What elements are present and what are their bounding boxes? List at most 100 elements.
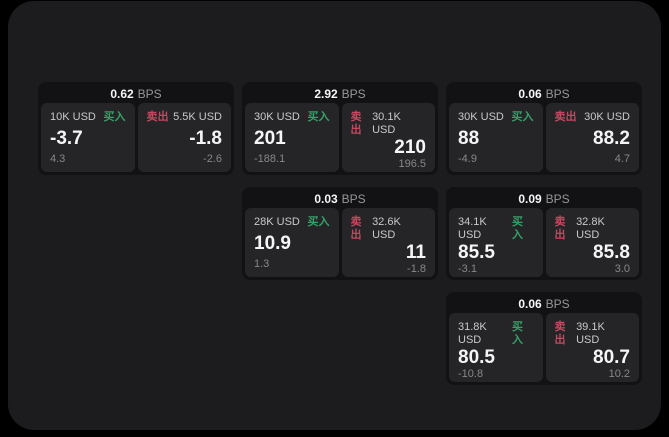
sell-delta: 4.7 [614,153,630,165]
sell-panel-top: 卖出 30.1K USD [351,111,427,137]
buy-side-label: 买入 [307,216,330,228]
quote-card: 0.62 BPS 10K USD 买入 -3.7 4.3 卖出 5.5K USD [38,82,234,175]
buy-amount: 34.1K USD [458,216,487,241]
bps-header: 0.09 BPS [449,190,639,208]
sell-side-label: 卖出 [350,216,362,241]
buy-side-label: 买入 [307,111,330,123]
sell-amount: 39.1K USD [576,321,605,346]
sell-delta: 3.0 [614,263,630,275]
buy-panel-top: 10K USD 买入 [50,111,126,124]
quote-card: 0.03 BPS 28K USD 买入 10.9 1.3 卖出 32.6K US… [242,187,438,280]
sell-amount: 5.5K USD [173,111,222,123]
buy-delta: 1.3 [254,258,270,270]
buy-price: 85.5 [458,242,495,263]
buy-side-label: 买入 [511,111,534,123]
buy-amount: 30K USD [254,111,300,123]
buy-price: -3.7 [50,128,83,149]
sell-panel[interactable]: 卖出 30K USD 88.2 4.7 [545,103,639,172]
sell-price: 85.8 [593,242,630,263]
sell-side-label: 卖出 [554,321,566,346]
buy-side-label: 买入 [511,321,523,346]
bps-header: 0.06 BPS [449,295,639,313]
bps-unit-label: BPS [137,87,162,101]
sell-side-label: 卖出 [350,111,362,136]
bps-unit-label: BPS [341,87,366,101]
buy-delta: -4.9 [458,153,477,165]
buy-panel-top: 28K USD 买入 [254,216,330,229]
buy-price: 80.5 [458,347,495,368]
quote-panels: 30K USD 买入 201 -188.1 卖出 30.1K USD 210 1… [245,103,435,172]
buy-delta: -188.1 [254,153,286,165]
buy-price: 88 [458,128,480,149]
bps-value: 0.09 [518,192,542,206]
buy-panel-top: 34.1K USD 买入 [458,216,534,242]
buy-panel[interactable]: 28K USD 买入 10.9 1.3 [245,208,339,277]
buy-panel[interactable]: 34.1K USD 买入 85.5 -3.1 [449,208,543,277]
sell-side-label: 卖出 [146,111,169,123]
quote-panels: 31.8K USD 买入 80.5 -10.8 卖出 39.1K USD 80.… [449,313,639,382]
sell-side-label: 卖出 [554,111,577,123]
bps-unit-label: BPS [341,192,366,206]
card-grid: 0.62 BPS 10K USD 买入 -3.7 4.3 卖出 5.5K USD [8,1,661,385]
bps-unit-label: BPS [545,297,570,311]
bps-value: 0.03 [314,192,338,206]
sell-panel[interactable]: 卖出 32.6K USD 11 -1.8 [341,208,435,277]
sell-panel-top: 卖出 5.5K USD [147,111,223,124]
quote-card: 2.92 BPS 30K USD 买入 201 -188.1 卖出 30.1K … [242,82,438,175]
quote-panels: 30K USD 买入 88 -4.9 卖出 30K USD 88.2 4.7 [449,103,639,172]
sell-price: 11 [405,242,426,263]
quote-panels: 34.1K USD 买入 85.5 -3.1 卖出 32.8K USD 85.8… [449,208,639,277]
buy-panel[interactable]: 31.8K USD 买入 80.5 -10.8 [449,313,543,382]
buy-amount: 31.8K USD [458,321,487,346]
sell-panel[interactable]: 卖出 32.8K USD 85.8 3.0 [545,208,639,277]
buy-panel-top: 30K USD 买入 [254,111,330,124]
sell-price: 80.7 [593,347,630,368]
buy-panel[interactable]: 30K USD 买入 201 -188.1 [245,103,339,172]
sell-amount: 30K USD [584,111,630,123]
bps-header: 0.03 BPS [245,190,435,208]
sell-panel[interactable]: 卖出 5.5K USD -1.8 -2.6 [137,103,231,172]
sell-price: 88.2 [593,128,630,149]
buy-side-label: 买入 [103,111,126,123]
sell-delta: -2.6 [203,153,222,165]
sell-delta: -1.8 [407,263,426,275]
sell-price: -1.8 [189,128,222,149]
buy-panel[interactable]: 30K USD 买入 88 -4.9 [449,103,543,172]
buy-panel[interactable]: 10K USD 买入 -3.7 4.3 [41,103,135,172]
buy-delta: 4.3 [50,153,66,165]
buy-delta: -3.1 [458,263,477,275]
bps-header: 0.06 BPS [449,85,639,103]
buy-amount: 10K USD [50,111,96,123]
sell-panel-top: 卖出 30K USD [555,111,631,124]
sell-amount: 32.6K USD [372,216,401,241]
quote-panels: 10K USD 买入 -3.7 4.3 卖出 5.5K USD -1.8 -2.… [41,103,231,172]
sell-panel-top: 卖出 32.8K USD [555,216,631,242]
bps-value: 0.06 [518,297,542,311]
sell-side-label: 卖出 [554,216,566,241]
buy-panel-top: 31.8K USD 买入 [458,321,534,347]
bps-value: 2.92 [314,87,338,101]
quote-panels: 28K USD 买入 10.9 1.3 卖出 32.6K USD 11 -1.8 [245,208,435,277]
bps-header: 2.92 BPS [245,85,435,103]
sell-amount: 32.8K USD [576,216,605,241]
sell-delta: 10.2 [608,368,630,380]
quote-card: 0.09 BPS 34.1K USD 买入 85.5 -3.1 卖出 32.8K… [446,187,642,280]
sell-delta: 196.5 [398,158,426,170]
buy-side-label: 买入 [511,216,523,241]
buy-panel-top: 30K USD 买入 [458,111,534,124]
buy-delta: -10.8 [458,368,484,380]
sell-amount: 30.1K USD [372,111,401,136]
buy-amount: 30K USD [458,111,504,123]
bps-unit-label: BPS [545,192,570,206]
bps-unit-label: BPS [545,87,570,101]
bps-header: 0.62 BPS [41,85,231,103]
buy-price: 201 [254,128,286,149]
buy-price: 10.9 [254,233,291,254]
sell-panel[interactable]: 卖出 39.1K USD 80.7 10.2 [545,313,639,382]
sell-price: 210 [394,137,426,158]
quotes-board: 0.62 BPS 10K USD 买入 -3.7 4.3 卖出 5.5K USD [8,1,661,430]
sell-panel[interactable]: 卖出 30.1K USD 210 196.5 [341,103,435,172]
sell-panel-top: 卖出 32.6K USD [351,216,427,242]
sell-panel-top: 卖出 39.1K USD [555,321,631,347]
quote-card: 0.06 BPS 30K USD 买入 88 -4.9 卖出 30K USD [446,82,642,175]
